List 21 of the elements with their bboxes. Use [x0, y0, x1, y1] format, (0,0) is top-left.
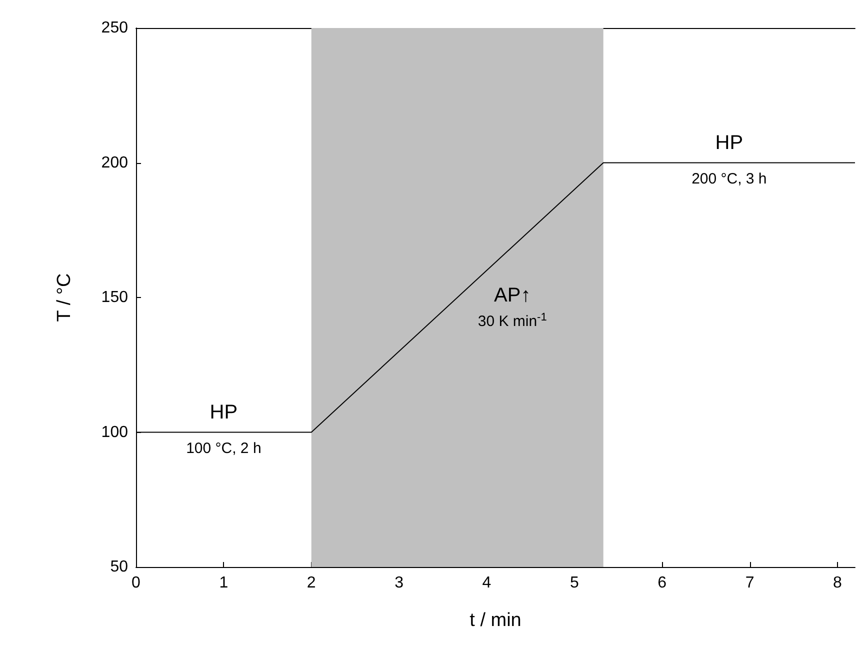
y-axis-title: T / °C: [54, 273, 75, 322]
annotation: 100 °C, 2 h: [186, 440, 262, 457]
x-tick-label: 5: [570, 574, 579, 592]
x-tick-label: 6: [658, 574, 667, 592]
y-tick-label: 150: [101, 289, 128, 306]
y-tick-label: 250: [101, 20, 128, 36]
annotation: AP↑: [494, 284, 531, 306]
x-tick-label: 0: [132, 574, 141, 592]
x-tick-label: 3: [394, 574, 404, 592]
y-tick-label: 100: [101, 424, 128, 441]
x-tick-label: 4: [482, 574, 492, 592]
annotation: 200 °C, 3 h: [692, 170, 767, 188]
y-tick-label: 50: [110, 558, 128, 576]
x-tick-label: 8: [833, 574, 842, 592]
x-tick-label: 7: [745, 574, 754, 592]
y-tick-label: 200: [101, 154, 128, 172]
annotation: HP: [210, 401, 238, 424]
x-tick-label: 2: [306, 574, 316, 592]
x-axis-title: t / min: [470, 610, 522, 631]
annotation: HP: [715, 132, 744, 154]
x-tick-label: 1: [219, 574, 228, 592]
